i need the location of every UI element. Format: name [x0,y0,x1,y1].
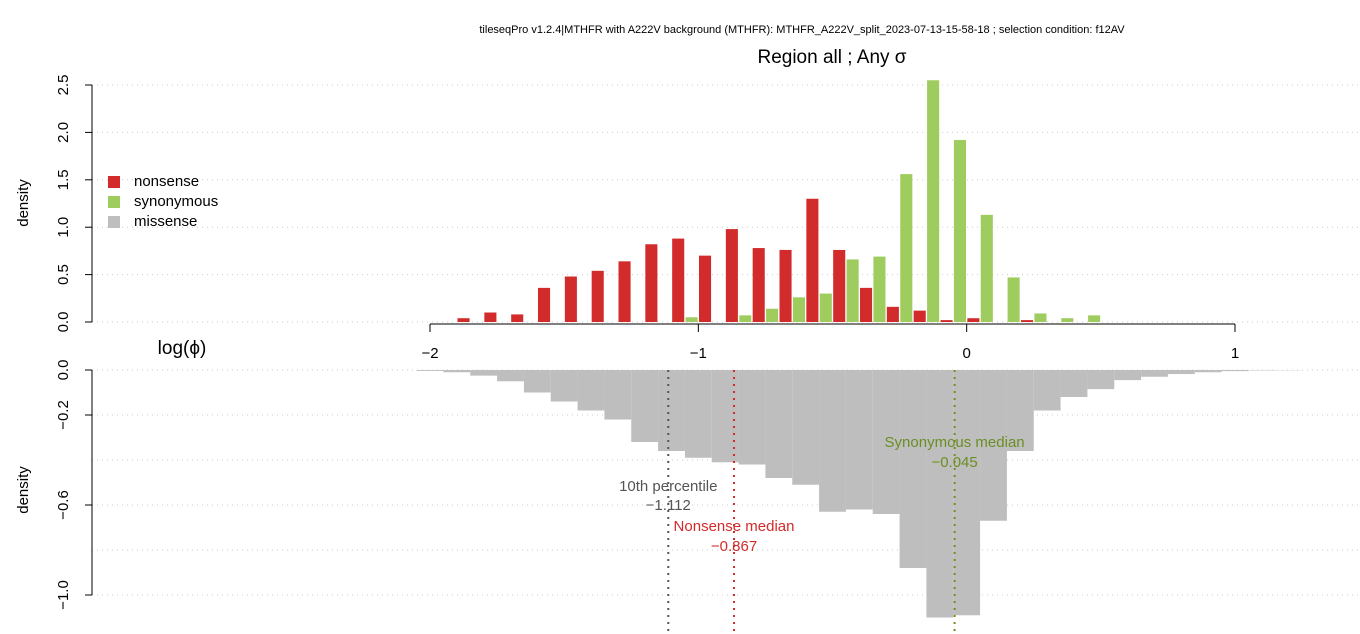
legend-swatch [108,176,120,188]
bar [523,370,551,393]
marker-value: −1.112 [646,497,691,514]
marker-name: 10th percentile [619,478,717,495]
bar [672,238,685,322]
bar [1141,370,1168,377]
bar [846,259,859,322]
bar [685,317,698,322]
bar [819,293,832,322]
y-tick-label: 2.0 [55,122,72,143]
bar [872,370,900,514]
bar [699,255,712,322]
legend-swatch [108,196,120,208]
y-tick-label: −0.2 [55,400,72,430]
bar [484,312,497,322]
x-axis-label: log(ϕ) [158,338,207,359]
bar [564,276,577,322]
bar [1061,318,1074,322]
bar [886,306,899,322]
y-tick-label: 0.5 [55,264,72,285]
bar [457,318,470,322]
y-tick-label: 1.0 [55,217,72,238]
bar [940,320,953,322]
bar [967,318,980,322]
bar [899,370,927,568]
bar [980,214,993,322]
bar [1007,277,1020,322]
bar [860,287,873,322]
bar [1167,370,1195,375]
y-axis-label: density [15,179,32,227]
y-tick-label: 2.5 [55,75,72,96]
bar [1021,320,1034,322]
bar [1034,313,1047,322]
bar [631,370,659,442]
bar [765,370,793,478]
bar [1114,370,1142,381]
bar [511,314,524,322]
bar [443,370,471,373]
marker-value: −0.867 [711,538,757,555]
x-tick-label: 0 [962,345,970,362]
legend-swatch [108,216,120,228]
bar [1087,370,1115,390]
bar [1221,370,1249,372]
bar [913,310,926,322]
x-tick-label: −2 [421,345,438,362]
bar [470,370,498,376]
bar [1006,370,1034,451]
bar [684,370,712,458]
bar [1194,370,1222,373]
bar [416,370,444,371]
bar [927,80,940,322]
bar [792,370,820,485]
x-tick-label: 1 [1231,345,1239,362]
bar [873,256,886,322]
marker-name: Synonymous median [885,434,1025,451]
bar [980,370,1007,521]
y-tick-label: −1.0 [55,580,72,610]
bar [953,370,981,616]
y-tick-label: −0.6 [55,490,72,520]
bar [550,370,578,402]
x-tick-label: −1 [690,345,707,362]
y-tick-label: 0.0 [55,360,72,381]
legend-label: missense [134,213,197,230]
chart-subtitle: Region all ; Any σ [757,47,906,68]
bar [618,261,631,322]
bar [806,198,819,322]
y-axis-label: density [15,466,32,514]
bar [538,287,551,322]
legend-label: nonsense [134,173,199,190]
y-tick-label: 1.5 [55,169,72,190]
bar [497,370,524,382]
legend-label: synonymous [134,193,218,210]
bar [577,370,605,411]
chart-title: tileseqPro v1.2.4|MTHFR with A222V backg… [479,24,1125,36]
bar [833,249,846,322]
bar [819,370,846,512]
bar [792,297,805,322]
bar [739,315,752,322]
bar [779,249,792,322]
marker-value: −0.045 [931,454,977,471]
bar [725,229,738,322]
bar [645,244,658,322]
bar [926,370,954,618]
bar [1088,315,1101,322]
bar [845,370,873,510]
bar [604,370,632,420]
bar [591,270,604,322]
bar [766,308,779,322]
bar [1060,370,1088,397]
bar [658,370,685,451]
bar [1033,370,1061,411]
bar [738,370,766,465]
bar [953,139,966,322]
y-tick-label: 0.0 [55,312,72,333]
bar [752,248,765,322]
bar [900,174,913,322]
marker-name: Nonsense median [674,518,795,535]
